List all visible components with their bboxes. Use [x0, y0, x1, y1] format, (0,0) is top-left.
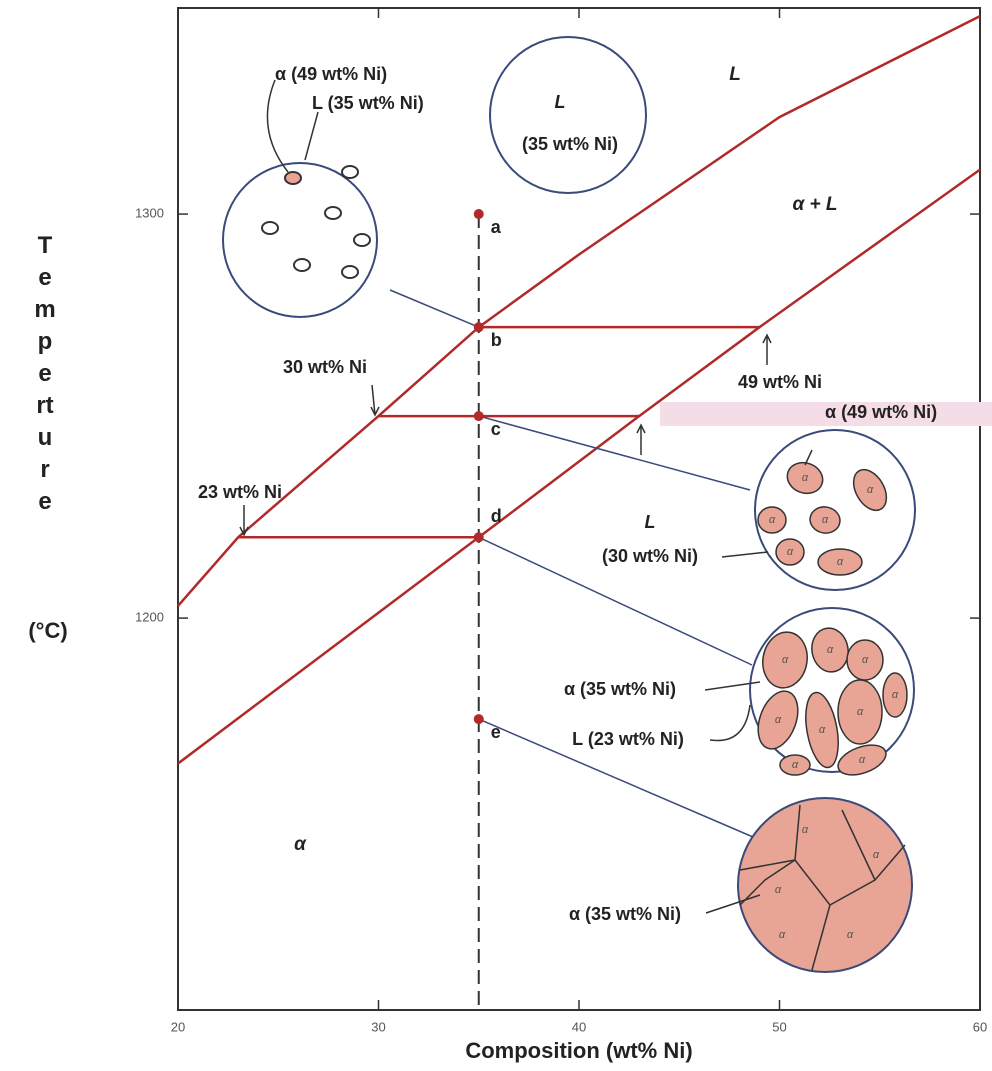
arrow: [267, 80, 288, 172]
state-point: [474, 532, 484, 542]
region-label: L: [729, 64, 741, 85]
microstructure: [738, 798, 912, 972]
grain-label: α: [779, 929, 786, 941]
point-label: d: [491, 506, 502, 526]
composition-label: 23 wt% Ni: [198, 482, 282, 502]
droplet: [285, 172, 301, 184]
microstructure-label: α (49 wt% Ni): [825, 402, 937, 422]
y-tick-label: 1300: [135, 205, 164, 220]
microstructure-label: α (35 wt% Ni): [569, 904, 681, 924]
grain-label: α: [802, 472, 809, 484]
grain-label: α: [857, 706, 864, 718]
page: Composition (wt% Ni) (°C) 20 30 40 50 60 1200…: [0, 0, 992, 1071]
connector: [479, 416, 750, 490]
arrow: [240, 505, 248, 535]
grain-label: α: [892, 689, 899, 701]
microstructure-label: L: [645, 512, 656, 532]
grain-label: α: [837, 556, 844, 568]
state-point: [474, 714, 484, 724]
grain-label: α: [859, 754, 866, 766]
microstructure-label: α (49 wt% Ni): [275, 64, 387, 84]
region-label: α: [294, 834, 307, 855]
grain-label: α: [822, 514, 829, 526]
chart: Composition (wt% Ni) (°C) 20 30 40 50 60 1200…: [0, 0, 992, 1071]
grain-label: α: [867, 484, 874, 496]
microstructure: [490, 37, 646, 193]
region-label: α + L: [792, 194, 837, 215]
y-tick-label: 1200: [135, 610, 164, 625]
state-point: [474, 322, 484, 332]
grain-label: α: [847, 929, 854, 941]
arrow: [371, 385, 379, 415]
arrow: [710, 705, 750, 741]
arrow: [637, 425, 645, 455]
grain-label: α: [792, 759, 799, 771]
grain-label: α: [819, 724, 826, 736]
grain-label: α: [873, 849, 880, 861]
arrow: [305, 112, 318, 160]
x-tick-label: 40: [572, 1019, 586, 1034]
composition-label: 30 wt% Ni: [283, 357, 367, 377]
grain-label: α: [769, 514, 776, 526]
microstructure-label: L: [555, 92, 566, 112]
grain-label: α: [787, 546, 794, 558]
x-tick-label: 50: [772, 1019, 786, 1034]
microstructure-label: L (23 wt% Ni): [572, 729, 684, 749]
droplet: [354, 234, 370, 246]
droplet: [342, 266, 358, 278]
connector: [390, 290, 479, 327]
grain-label: α: [782, 654, 789, 666]
microstructure-label: L (35 wt% Ni): [312, 93, 424, 113]
y-axis-unit: (°C): [28, 618, 67, 643]
state-point: [474, 209, 484, 219]
microstructure-label: (30 wt% Ni): [602, 546, 698, 566]
composition-label: 49 wt% Ni: [738, 372, 822, 392]
droplet: [325, 207, 341, 219]
arrow: [763, 335, 771, 365]
x-tick-label: 20: [171, 1019, 185, 1034]
y-axis-label: Temperture: [34, 230, 56, 518]
state-point: [474, 411, 484, 421]
microstructure-label: (35 wt% Ni): [522, 134, 618, 154]
point-label: a: [491, 217, 502, 237]
x-axis-label: Composition (wt% Ni): [465, 1038, 692, 1063]
point-label: e: [491, 722, 501, 742]
grain-label: α: [775, 884, 782, 896]
x-tick-label: 30: [371, 1019, 385, 1034]
arrow: [722, 552, 768, 557]
grain-label: α: [802, 824, 809, 836]
microstructure-label: α (35 wt% Ni): [564, 679, 676, 699]
point-label: b: [491, 330, 502, 350]
grain-label: α: [827, 644, 834, 656]
droplet: [294, 259, 310, 271]
grain-label: α: [775, 714, 782, 726]
point-label: c: [491, 419, 501, 439]
grain-label: α: [862, 654, 869, 666]
x-tick-label: 60: [973, 1019, 987, 1034]
droplet: [342, 166, 358, 178]
droplet: [262, 222, 278, 234]
